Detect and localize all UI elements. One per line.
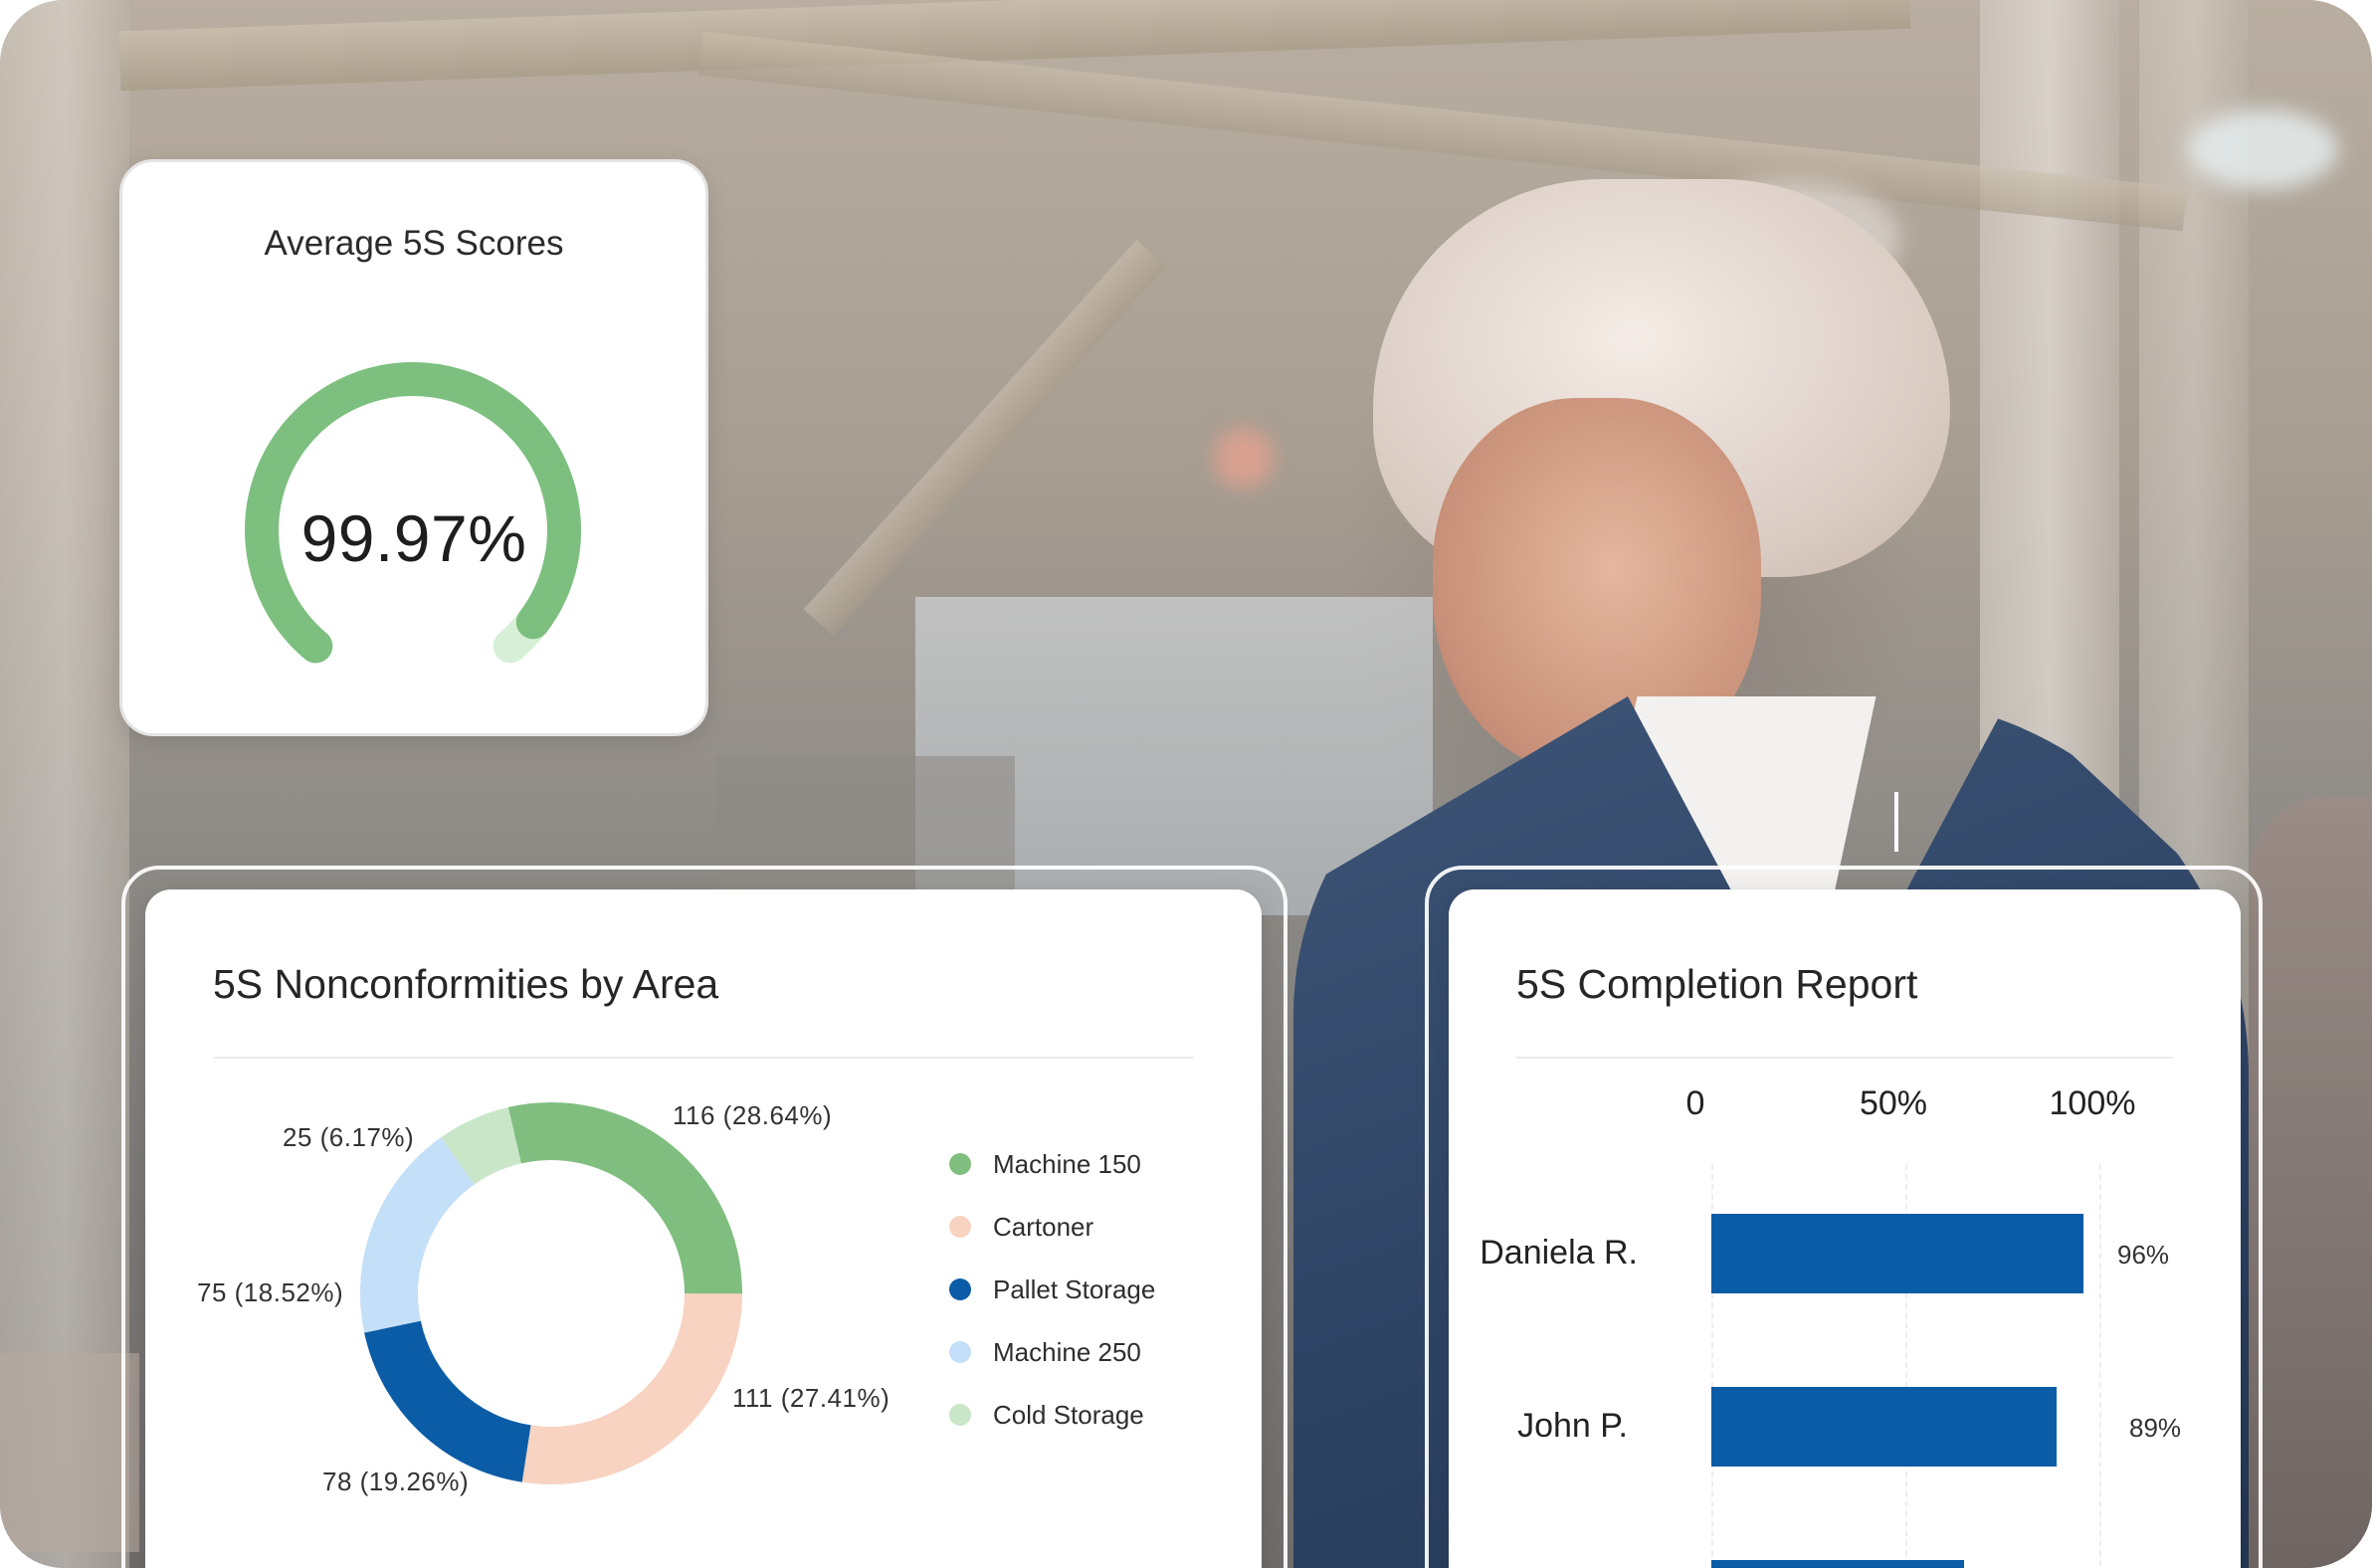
donut-slice-machine-150	[507, 1102, 742, 1294]
gauge-fill-arc	[245, 362, 582, 664]
legend-label: Machine 250	[993, 1336, 1141, 1367]
legend-label: Cartoner	[993, 1211, 1094, 1242]
gauge-title: Average 5S Scores	[264, 224, 564, 263]
legend-dot	[949, 1216, 971, 1238]
grid-line-100	[2099, 1164, 2101, 1568]
text-cursor-mark	[1894, 792, 1898, 852]
grid-line-50	[1905, 1164, 1907, 1568]
legend-item-pallet-storage: Pallet Storage	[949, 1270, 1155, 1309]
bar-label-daniela: Daniela R.	[1480, 1234, 1638, 1272]
bar-value-daniela: 96%	[2117, 1240, 2170, 1270]
legend-dot	[949, 1341, 971, 1363]
legend-label: Cold Storage	[993, 1399, 1144, 1430]
completion-card-frame	[1425, 866, 2263, 1568]
x-tick-100: 100%	[2049, 1084, 2136, 1122]
bar-value-john: 89%	[2129, 1413, 2182, 1443]
donut-card-title: 5S Nonconformities by Area	[213, 961, 719, 1007]
completion-report-card: 5S Completion Report 0 50% 100% Daniela …	[1449, 889, 2241, 1568]
donut-slice-machine-250	[360, 1137, 475, 1333]
legend-label: Pallet Storage	[993, 1274, 1156, 1304]
bar-daniela	[1711, 1214, 2084, 1293]
title-divider	[213, 1057, 1194, 1059]
title-divider	[1516, 1057, 2173, 1059]
donut-slice-pallet-storage	[364, 1320, 531, 1482]
grid-line-0	[1711, 1164, 1713, 1568]
x-tick-0: 0	[1685, 1084, 1705, 1122]
nonconformities-donut-chart	[360, 1102, 742, 1484]
slice-label-machine-250: 75 (18.52%)	[197, 1277, 344, 1307]
slice-label-cartoner: 111 (27.41%)	[732, 1383, 890, 1413]
slice-label-machine-150: 116 (28.64%)	[673, 1100, 833, 1130]
nonconformities-card-frame	[121, 866, 1287, 1568]
legend-item-cold-storage: Cold Storage	[949, 1395, 1144, 1435]
legend-dot	[949, 1404, 971, 1426]
x-tick-50: 50%	[1859, 1084, 1928, 1122]
bar-card-title: 5S Completion Report	[1516, 961, 1918, 1007]
bar-partial-third	[1711, 1560, 1964, 1568]
bar-label-john: John P.	[1517, 1407, 1628, 1445]
legend-item-machine-250: Machine 250	[949, 1332, 1141, 1372]
slice-label-pallet-storage: 78 (19.26%)	[322, 1467, 470, 1496]
donut-slice-cartoner	[521, 1293, 742, 1484]
score-gauge	[245, 362, 582, 664]
legend-item-cartoner: Cartoner	[949, 1207, 1093, 1247]
average-5s-scores-card: Average 5S Scores 99.97%	[119, 159, 708, 736]
gauge-value: 99.97%	[300, 501, 527, 575]
legend-dot	[949, 1278, 971, 1300]
donut-slice-cold-storage	[441, 1106, 521, 1185]
bar-john	[1711, 1387, 2058, 1467]
legend-label: Machine 150	[993, 1148, 1141, 1179]
legend-dot	[949, 1153, 971, 1175]
legend-item-machine-150: Machine 150	[949, 1144, 1141, 1184]
nonconformities-by-area-card: 5S Nonconformities by Area 116 (28.64%) …	[145, 889, 1262, 1568]
slice-label-cold-storage: 25 (6.17%)	[283, 1122, 415, 1152]
